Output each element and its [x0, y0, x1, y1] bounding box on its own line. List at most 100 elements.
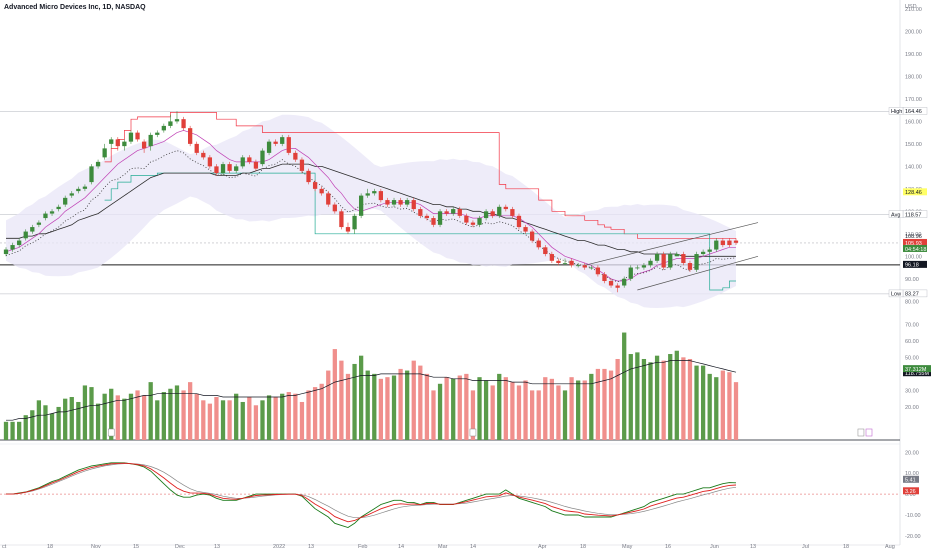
candle[interactable]	[174, 111, 180, 124]
earnings-marker[interactable]	[107, 428, 115, 437]
candle[interactable]	[464, 213, 469, 225]
volume-bar[interactable]	[602, 368, 607, 440]
volume-bar[interactable]	[668, 354, 673, 440]
candle[interactable]	[641, 263, 647, 270]
volume-bar[interactable]	[358, 355, 364, 440]
volume-bar[interactable]	[457, 375, 462, 440]
earnings-marker[interactable]	[857, 428, 865, 437]
volume-bar[interactable]	[437, 383, 443, 440]
candle[interactable]	[608, 278, 614, 288]
candle[interactable]	[451, 206, 456, 216]
volume-bar[interactable]	[247, 397, 252, 440]
volume-bar[interactable]	[220, 400, 226, 440]
candle[interactable]	[477, 215, 482, 228]
candle[interactable]	[326, 191, 331, 207]
volume-bar[interactable]	[661, 360, 666, 440]
volume-bar[interactable]	[589, 373, 594, 440]
candle[interactable]	[483, 209, 489, 221]
volume-bar[interactable]	[444, 377, 449, 440]
volume-bar[interactable]	[63, 398, 68, 440]
candle[interactable]	[589, 265, 594, 270]
candle[interactable]	[510, 206, 515, 219]
volume-bar[interactable]	[319, 383, 324, 440]
volume-bar[interactable]	[332, 349, 337, 440]
volume-bar[interactable]	[523, 380, 528, 440]
volume-bar[interactable]	[635, 352, 640, 440]
candle[interactable]	[503, 204, 508, 212]
volume-bar[interactable]	[102, 393, 107, 440]
candle[interactable]	[595, 265, 601, 277]
volume-bar[interactable]	[418, 365, 423, 440]
volume-bar[interactable]	[43, 405, 48, 440]
candlesticks[interactable]	[3, 111, 739, 293]
volume-bar[interactable]	[622, 332, 627, 440]
candle[interactable]	[82, 184, 88, 192]
volume-bar[interactable]	[339, 360, 344, 440]
candle[interactable]	[181, 116, 186, 131]
candle[interactable]	[188, 125, 193, 147]
candle[interactable]	[56, 204, 61, 212]
volume-bar[interactable]	[194, 393, 199, 440]
candle[interactable]	[168, 114, 173, 129]
candle[interactable]	[286, 134, 291, 156]
candle[interactable]	[562, 258, 568, 266]
volume-bar[interactable]	[345, 373, 351, 440]
volume-bar[interactable]	[135, 390, 140, 440]
candle[interactable]	[431, 215, 436, 228]
candle[interactable]	[312, 179, 318, 192]
candle[interactable]	[234, 164, 239, 174]
volume-bar[interactable]	[109, 388, 114, 440]
volume-bar[interactable]	[207, 403, 213, 440]
volume-bar[interactable]	[115, 395, 120, 440]
candle[interactable]	[280, 134, 285, 147]
volume-bar[interactable]	[306, 390, 311, 440]
volume-bar[interactable]	[378, 378, 384, 440]
volume-bar[interactable]	[727, 372, 732, 440]
volume-bar[interactable]	[56, 406, 61, 440]
candle[interactable]	[437, 209, 443, 228]
volume-bars[interactable]	[3, 332, 873, 440]
candle[interactable]	[391, 197, 397, 207]
candle[interactable]	[95, 159, 101, 169]
candle[interactable]	[733, 238, 739, 246]
volume-bar[interactable]	[214, 397, 219, 440]
volume-bar[interactable]	[30, 410, 35, 440]
volume-bar[interactable]	[687, 358, 693, 440]
volume-bar[interactable]	[161, 392, 166, 440]
candle[interactable]	[109, 137, 114, 149]
volume-bar[interactable]	[352, 363, 357, 440]
volume-bar[interactable]	[510, 382, 515, 440]
candle[interactable]	[457, 206, 462, 219]
volume-bar[interactable]	[674, 350, 679, 440]
volume-bar[interactable]	[576, 380, 581, 440]
candle[interactable]	[273, 139, 278, 147]
volume-bar[interactable]	[293, 393, 298, 440]
candle[interactable]	[602, 272, 607, 284]
candle[interactable]	[43, 211, 48, 221]
candle[interactable]	[339, 209, 344, 230]
candle[interactable]	[556, 258, 561, 266]
candle[interactable]	[490, 209, 495, 219]
volume-bar[interactable]	[17, 421, 22, 440]
candle[interactable]	[372, 188, 377, 196]
volume-bar[interactable]	[464, 373, 469, 440]
candle[interactable]	[214, 164, 219, 176]
candle[interactable]	[720, 238, 725, 248]
volume-bar[interactable]	[549, 378, 554, 440]
candle[interactable]	[49, 209, 55, 216]
earnings-marker[interactable]	[469, 428, 477, 437]
candle[interactable]	[497, 204, 502, 219]
volume-bar[interactable]	[365, 370, 370, 440]
candle[interactable]	[707, 247, 712, 255]
candle[interactable]	[470, 220, 476, 228]
volume-bar[interactable]	[95, 403, 101, 440]
candle[interactable]	[36, 220, 42, 228]
volume-bar[interactable]	[260, 400, 265, 440]
candle[interactable]	[220, 161, 226, 176]
volume-bar[interactable]	[470, 390, 476, 440]
candle[interactable]	[115, 137, 120, 151]
candle[interactable]	[319, 186, 324, 196]
candle[interactable]	[582, 263, 587, 270]
volume-bar[interactable]	[188, 382, 193, 440]
